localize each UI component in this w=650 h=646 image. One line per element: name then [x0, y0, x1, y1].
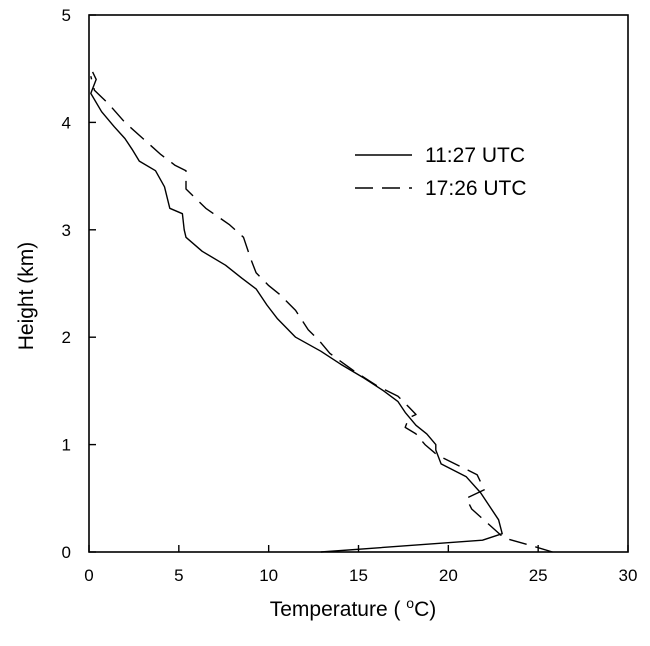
x-axis-title-unit: C) [414, 598, 436, 621]
x-axis-title: Temperature ( oC) [270, 595, 437, 621]
x-tick-label: 5 [174, 566, 183, 585]
axes [88, 14, 629, 553]
series-line-1 [90, 71, 503, 553]
y-axis-title: Height (km) [15, 242, 38, 351]
y-tick-label: 4 [62, 113, 71, 132]
x-tick-label: 20 [439, 566, 458, 585]
series-line-2 [90, 76, 553, 553]
plot-area [90, 71, 553, 553]
y-tick-label: 5 [62, 6, 71, 25]
ticks: 0 5 10 15 20 25 30 0 1 2 3 4 5 [62, 6, 638, 585]
y-tick-label: 1 [62, 436, 71, 455]
legend-label-series-2: 17:26 UTC [425, 177, 527, 200]
x-tick-label: 0 [84, 566, 93, 585]
y-tick-label: 3 [62, 221, 71, 240]
degree-symbol: o [406, 595, 414, 611]
legend: 11:27 UTC 17:26 UTC [355, 144, 527, 200]
x-tick-label: 15 [349, 566, 368, 585]
plot-frame [88, 14, 629, 553]
y-tick-label: 2 [62, 328, 71, 347]
x-tick-label: 25 [529, 566, 548, 585]
y-tick-label: 0 [62, 543, 71, 562]
x-tick-label: 30 [619, 566, 638, 585]
legend-label-series-1: 11:27 UTC [425, 144, 525, 167]
x-tick-label: 10 [259, 566, 278, 585]
